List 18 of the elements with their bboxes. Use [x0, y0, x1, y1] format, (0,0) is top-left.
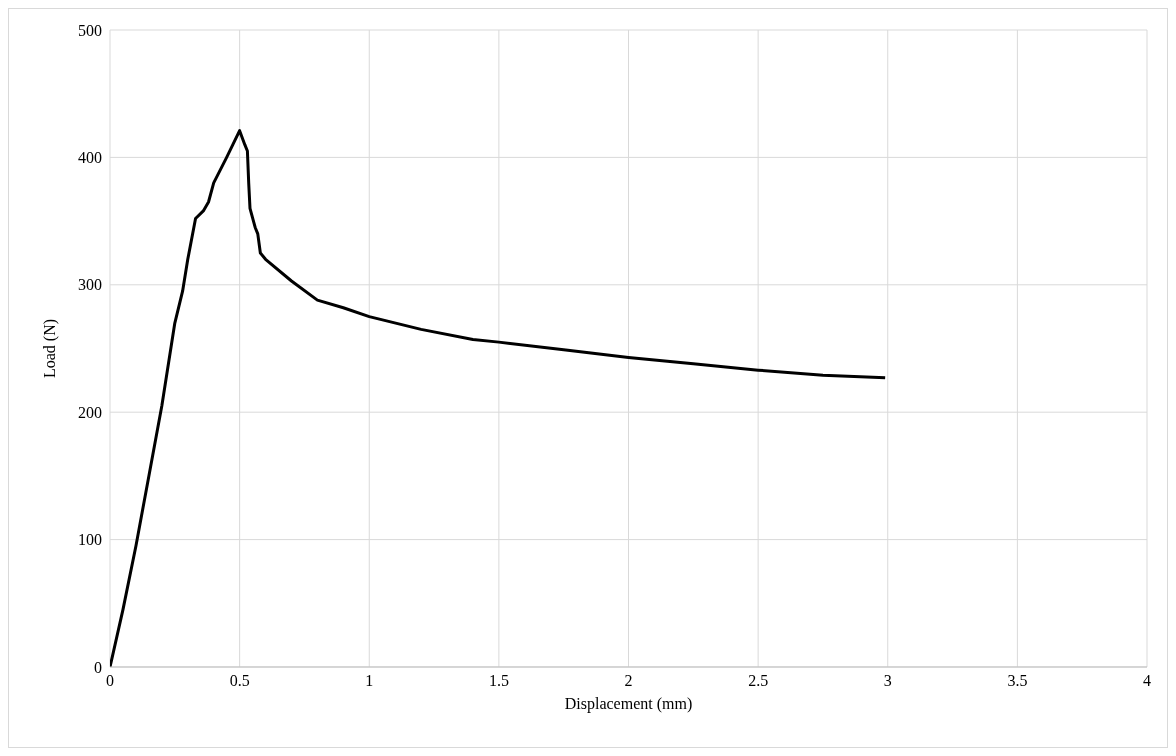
y-axis-title: Load (N) — [40, 318, 59, 379]
x-tick-label: 2 — [624, 672, 633, 690]
x-tick-label: 0 — [106, 672, 114, 690]
x-axis-title: Displacement (mm) — [564, 695, 693, 713]
x-tick-label: 1.5 — [488, 672, 509, 690]
x-tick-label: 4 — [1143, 672, 1151, 690]
x-tick-label: 1 — [365, 672, 374, 690]
y-tick-label: 500 — [78, 21, 102, 39]
y-tick-label: 200 — [78, 403, 102, 421]
y-tick-label: 400 — [78, 149, 102, 167]
x-tick-label: 3 — [883, 672, 892, 690]
line-series — [110, 129, 887, 667]
x-tick-label: 2.5 — [748, 672, 769, 690]
y-tick-label: 300 — [78, 276, 102, 294]
y-tick-label: 0 — [94, 658, 102, 676]
y-tick-label: 100 — [78, 531, 102, 549]
x-tick-label: 0.5 — [229, 672, 250, 690]
x-tick-label: 3.5 — [1007, 672, 1028, 690]
